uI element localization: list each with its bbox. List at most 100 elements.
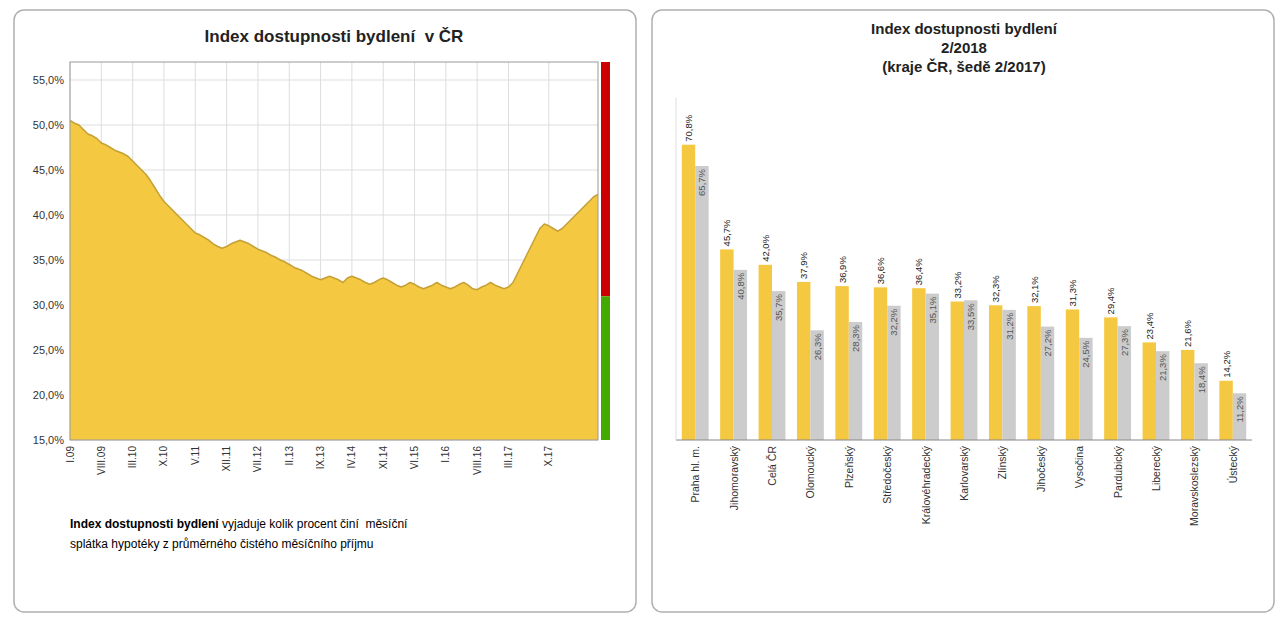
bar [1194, 363, 1207, 440]
data-labels: 70,8%45,7%42,0%37,9%36,9%36,6%36,4%33,2%… [683, 114, 1245, 422]
area-line [70, 121, 598, 290]
data-label: 70,8% [683, 114, 694, 141]
data-label: 65,7% [696, 168, 707, 195]
x-tick-label: Celá ČR [766, 446, 778, 486]
bar [912, 288, 925, 440]
data-label: 36,6% [875, 257, 886, 284]
x-tick-label: Středočeský [881, 445, 893, 504]
figure: Index dostupnosti bydlení v ČR 15,0% 20,0%… [0, 0, 1288, 622]
x-tick-label: VI.15 [409, 446, 420, 470]
x-tick-label: Jihočeský [1035, 445, 1047, 492]
x-tick-label: Zlínský [996, 445, 1008, 479]
bar [1156, 351, 1169, 440]
data-label: 11,2% [1234, 396, 1245, 423]
data-label: 36,4% [913, 258, 924, 285]
x-tick-label: Ústecký [1227, 445, 1239, 483]
bar [1181, 350, 1194, 440]
bar [887, 306, 900, 440]
data-label: 23,4% [1144, 312, 1155, 339]
data-label: 27,3% [1119, 329, 1130, 356]
x-tick-label: Plzeňský [843, 445, 855, 488]
data-label: 24,5% [1080, 340, 1091, 367]
note: Index dostupnosti bydlení [70, 517, 219, 531]
chart-title: Index dostupnosti bydlení2/2018(kraje ČR… [871, 20, 1058, 75]
bar [1104, 317, 1117, 440]
bar [1002, 310, 1015, 440]
x-tick-label: XI.14 [378, 446, 389, 470]
x-tick-label: Vysočina [1073, 446, 1085, 488]
y-tick-label: 15,0% [33, 434, 64, 446]
data-label: 28,3% [850, 324, 861, 351]
data-label: 32,1% [1029, 276, 1040, 303]
bar [797, 282, 810, 440]
x-tick-label: VIII.16 [472, 446, 483, 475]
y-tick-label: 50,0% [33, 119, 64, 131]
x-tick-label: VIII.09 [96, 446, 107, 475]
bar [1041, 327, 1054, 440]
x-tick-label: IX.13 [315, 446, 326, 470]
x-tick-label: XII.11 [221, 446, 232, 472]
data-label: 32,2% [888, 308, 899, 335]
x-tick-label: X.17 [543, 446, 554, 467]
bar [1066, 309, 1079, 440]
bar [772, 291, 785, 440]
x-tick-label: IV.14 [346, 446, 357, 469]
bar [874, 287, 887, 440]
plot-area [70, 121, 598, 441]
data-label: 37,9% [798, 251, 809, 278]
data-label: 21,6% [1182, 319, 1193, 346]
baseline [676, 440, 1252, 441]
data-label: 29,4% [1105, 287, 1116, 314]
x-tick-label: Karlovarský [958, 445, 970, 501]
bar [734, 270, 747, 440]
bar [1118, 326, 1131, 440]
data-label: 32,3% [990, 275, 1001, 302]
y-tick-label: 45,0% [33, 164, 64, 176]
axis-range-line [676, 98, 677, 440]
bar [1027, 306, 1040, 440]
note: vyjaduje kolik procent činí měsíční [219, 517, 408, 531]
y-tick-label: 40,0% [33, 209, 64, 221]
bar [926, 294, 939, 440]
data-label: 42,0% [760, 234, 771, 261]
x-tick-label: V.11 [190, 446, 201, 465]
x-tick-label: Pardubický [1112, 445, 1124, 498]
x-tick-label: VII.12 [252, 446, 263, 473]
data-label: 33,2% [952, 271, 963, 298]
x-tick-label: Olomoucký [804, 445, 816, 498]
data-label: 31,3% [1067, 279, 1078, 306]
y-tick-label: 20,0% [33, 389, 64, 401]
y-tick-label: 25,0% [33, 344, 64, 356]
bar [964, 300, 977, 440]
x-tick-label: Jihomoravský [728, 445, 740, 510]
bar [849, 322, 862, 440]
x-tick-label: Moravskoslezský [1188, 445, 1200, 526]
side-bar-green [601, 296, 610, 440]
grid-line [70, 80, 598, 81]
title-line: (kraje ČR, šedě 2/2017) [882, 58, 1045, 75]
x-tick-label: III.10 [127, 446, 138, 469]
grid-line [70, 125, 598, 126]
grid-line [70, 170, 598, 171]
data-label: 40,8% [735, 272, 746, 299]
bar [1143, 342, 1156, 440]
note: splátka hypotéky z průměrného čistého mě… [70, 537, 373, 551]
chart-title: Index dostupnosti bydlení v ČR [205, 27, 464, 46]
data-label: 35,1% [927, 296, 938, 323]
x-tick-label: II.13 [284, 446, 295, 466]
y-tick-label: 30,0% [33, 299, 64, 311]
side-bar-red [601, 62, 610, 296]
x-tick-label: Královéhradecký [920, 445, 932, 524]
data-label: 14,2% [1221, 350, 1232, 377]
bar [951, 302, 964, 440]
bar [759, 265, 772, 440]
data-label: 21,3% [1157, 354, 1168, 381]
panel-border [14, 10, 636, 612]
bar [1219, 381, 1232, 440]
data-label: 33,5% [965, 303, 976, 330]
plot-frame [70, 62, 598, 440]
title-line: Index dostupnosti bydlení [871, 20, 1058, 37]
plot-area [682, 145, 1246, 440]
y-tick-label: 55,0% [33, 74, 64, 86]
data-label: 18,4% [1196, 366, 1207, 393]
